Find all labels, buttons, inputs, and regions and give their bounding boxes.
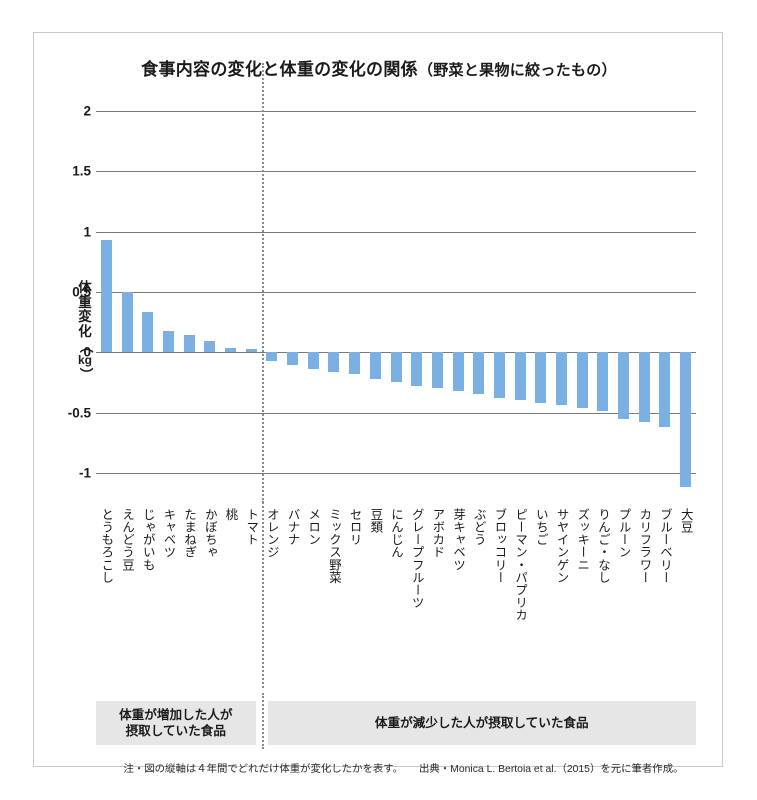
- category-label-カリフラワー: カリフラワー: [637, 508, 652, 584]
- band-divider-line: [261, 693, 264, 749]
- bar-バナナ: [287, 352, 299, 366]
- category-divider-line: [261, 502, 264, 688]
- bar-プルーン: [618, 352, 630, 419]
- chart-title-parenthetical: （野菜と果物に絞ったもの）: [417, 62, 617, 79]
- gridline-2: [96, 111, 696, 112]
- y-axis-title-char-3: 変: [78, 309, 92, 325]
- category-label-グレープフルーツ: グレープフルーツ: [410, 508, 425, 609]
- category-label-メロン: メロン: [306, 508, 321, 546]
- y-axis-title-char-1: 体: [78, 280, 92, 295]
- plot-area: 2 1.5 1 0.5 0 -0.5 -1: [68, 63, 696, 503]
- bar-アボカド: [431, 352, 443, 389]
- band-weight-loss: 体重が減少した人が摂取していた食品: [267, 701, 696, 745]
- gridline--1: [96, 472, 696, 474]
- category-label-じゃがいも: じゃがいも: [141, 508, 156, 571]
- chart-footnote: 注・図の縦軸は４年間でどれだけ体重が変化したかを表す。 出典・Monica L. …: [96, 760, 711, 775]
- y-axis-tick-1: 1: [83, 224, 91, 240]
- y-axis-title-char-4: 化: [78, 323, 92, 339]
- band-weight-gain: 体重が増加した人が 摂取していた食品: [96, 701, 256, 745]
- category-label-たまねぎ: たまねぎ: [182, 508, 197, 559]
- bar-ピーマン・パプリカ: [514, 352, 526, 401]
- category-label-ズッキーニ: ズッキーニ: [575, 508, 590, 571]
- category-label-バナナ: バナナ: [286, 508, 301, 546]
- bar-大豆: [680, 352, 692, 488]
- gridline-0.5: [96, 291, 696, 293]
- y-axis-tick--1: -1: [78, 465, 91, 481]
- footnote-note: 注・図の縦軸は４年間でどれだけ体重が変化したかを表す。: [123, 764, 404, 775]
- bar-えんどう豆: [121, 291, 133, 353]
- category-label-芽キャベツ: 芽キャベツ: [451, 508, 466, 571]
- category-label-えんどう豆: えんどう豆: [120, 508, 135, 571]
- category-label-サヤインゲン: サヤインゲン: [555, 508, 570, 584]
- bar-ブロッコリー: [493, 352, 505, 399]
- category-label-プルーン: プルーン: [617, 508, 632, 559]
- category-label-ピーマン・パプリカ: ピーマン・パプリカ: [513, 508, 528, 622]
- bar-桃: [224, 348, 236, 353]
- bar-とうもろこし: [100, 240, 112, 353]
- bar-グレープフルーツ: [411, 352, 423, 386]
- footnote-source: 出典・Monica L. Bertoia et al.（2015）を元に筆者作成…: [419, 764, 684, 775]
- band-weight-gain-line1: 体重が増加した人が: [119, 707, 233, 722]
- category-label-いちご: いちご: [534, 508, 549, 546]
- category-label-とうもろこし: とうもろこし: [99, 508, 114, 584]
- bar-オレンジ: [266, 352, 278, 361]
- bar-メロン: [307, 352, 319, 370]
- bar-ブルーベリー: [659, 352, 671, 427]
- chart-title-main: 食事内容の変化と体重の変化の関係: [141, 60, 418, 79]
- gridline--0.5: [96, 412, 696, 414]
- category-label-かぼちゃ: かぼちゃ: [203, 508, 218, 559]
- bar-サヤインゲン: [556, 352, 568, 406]
- category-label-にんじん: にんじん: [389, 508, 404, 559]
- bar-ズッキーニ: [576, 352, 588, 408]
- gridline-1.5: [96, 171, 696, 173]
- category-label-りんご・なし: りんご・なし: [596, 508, 611, 584]
- gridline-1: [96, 231, 696, 233]
- group-divider-line: [261, 63, 264, 503]
- y-axis-tick-0: 0: [83, 344, 91, 360]
- y-axis-title-char-2: 重: [78, 294, 92, 310]
- category-label-セロリ: セロリ: [348, 508, 363, 546]
- bar-豆類: [369, 352, 381, 379]
- bar-りんご・なし: [597, 352, 609, 412]
- bar-たまねぎ: [183, 334, 195, 353]
- y-axis-tick-0.5: 0.5: [72, 284, 91, 300]
- bar-セロリ: [349, 352, 361, 374]
- bar-かぼちゃ: [204, 341, 216, 353]
- bar-芽キャベツ: [452, 352, 464, 391]
- category-label-アボカド: アボカド: [430, 508, 445, 559]
- y-axis-tick-2: 2: [83, 103, 91, 119]
- y-axis-tick--0.5: -0.5: [67, 405, 91, 421]
- bar-トマト: [245, 349, 257, 353]
- chart-frame: 食事内容の変化と体重の変化の関係（野菜と果物に絞ったもの） 体 重 変 化 （ …: [33, 32, 724, 775]
- bar-いちご: [535, 352, 547, 403]
- bar-じゃがいも: [142, 312, 154, 353]
- y-axis-title-unit: kg: [77, 352, 92, 367]
- category-label-オレンジ: オレンジ: [265, 508, 280, 559]
- category-group-bands: 体重が増加した人が 摂取していた食品 体重が減少した人が摂取していた食品: [96, 693, 696, 749]
- category-label-ミックス野菜: ミックス野菜: [327, 508, 342, 584]
- category-label-大豆: 大豆: [679, 508, 694, 534]
- category-label-ブルーベリー: ブルーベリー: [658, 508, 673, 584]
- category-label-桃: 桃: [223, 508, 238, 521]
- category-label-キャベツ: キャベツ: [161, 508, 176, 559]
- chart-title: 食事内容の変化と体重の変化の関係（野菜と果物に絞ったもの）: [34, 55, 724, 80]
- category-label-ブロッコリー: ブロッコリー: [492, 508, 507, 584]
- category-label-トマト: トマト: [244, 508, 259, 546]
- y-axis-title-char-7: ）: [78, 367, 94, 381]
- category-label-ぶどう: ぶどう: [472, 508, 487, 546]
- y-axis-title: 体 重 変 化 （ kg ）: [74, 280, 96, 381]
- bar-キャベツ: [162, 330, 174, 353]
- band-weight-loss-label: 体重が減少した人が摂取していた食品: [374, 715, 589, 730]
- bar-ミックス野菜: [328, 352, 340, 373]
- bar-ぶどう: [473, 352, 485, 395]
- category-label-豆類: 豆類: [368, 508, 383, 534]
- bar-カリフラワー: [638, 352, 650, 423]
- y-axis-tick-1.5: 1.5: [72, 163, 91, 179]
- category-label-area: とうもろこし えんどう豆 じゃがいも キャベツ たまねぎ かぼちゃ桃トマト オレンジ バナナメ…: [96, 502, 696, 688]
- bar-にんじん: [390, 352, 402, 383]
- band-weight-gain-line2: 摂取していた食品: [125, 724, 226, 738]
